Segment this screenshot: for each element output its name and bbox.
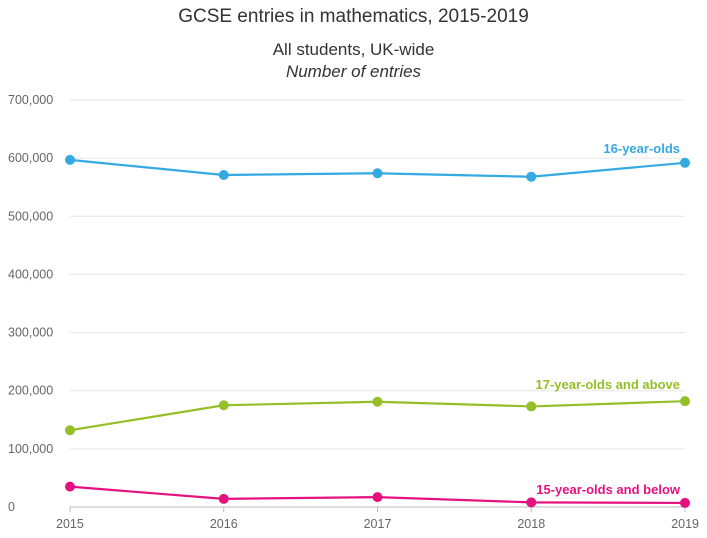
data-point <box>65 481 75 492</box>
data-point <box>526 171 537 182</box>
chart-unit-subtitle: Number of entries <box>285 62 422 81</box>
y-tick-label: 700,000 <box>8 93 53 107</box>
series-group: 16-year-olds 17-year-olds and above 15-yea… <box>65 141 690 508</box>
x-axis-ticks: 2015 2016 2017 2018 2019 <box>56 507 699 531</box>
x-tick-label: 2015 <box>56 517 84 531</box>
data-point <box>680 497 690 508</box>
y-tick-label: 200,000 <box>8 384 53 398</box>
y-tick-label: 100,000 <box>8 442 53 456</box>
data-point <box>65 425 75 436</box>
x-tick-label: 2017 <box>364 517 392 531</box>
y-tick-label: 0 <box>8 500 15 514</box>
x-tick-label: 2016 <box>210 517 238 531</box>
series-label: 15-year-olds and below <box>536 482 681 497</box>
series-label: 17-year-olds and above <box>536 377 681 392</box>
data-point <box>372 396 383 407</box>
series-1: 17-year-olds and above <box>65 377 690 436</box>
data-point <box>218 170 229 181</box>
data-point <box>680 157 690 168</box>
data-point <box>372 168 383 179</box>
series-2: 15-year-olds and below <box>65 481 690 508</box>
data-point <box>680 396 690 407</box>
y-tick-label: 400,000 <box>8 267 53 281</box>
x-tick-label: 2019 <box>671 517 699 531</box>
data-point <box>218 493 229 504</box>
gridlines <box>70 99 685 508</box>
data-point <box>218 400 229 411</box>
series-label: 16-year-olds <box>603 141 680 156</box>
x-tick-label: 2018 <box>517 517 545 531</box>
chart-subtitle: All students, UK-wide <box>272 40 435 59</box>
series-0: 16-year-olds <box>65 141 690 182</box>
chart-title: GCSE entries in mathematics, 2015-2019 <box>178 6 529 27</box>
data-point <box>526 401 537 412</box>
data-point <box>526 497 537 508</box>
data-point <box>372 492 383 503</box>
y-tick-label: 300,000 <box>8 326 53 340</box>
data-point <box>65 154 75 165</box>
y-tick-label: 500,000 <box>8 209 53 223</box>
y-axis-ticks: 0 100,000 200,000 300,000 400,000 500,000 600,… <box>8 93 53 514</box>
y-tick-label: 600,000 <box>8 151 53 165</box>
